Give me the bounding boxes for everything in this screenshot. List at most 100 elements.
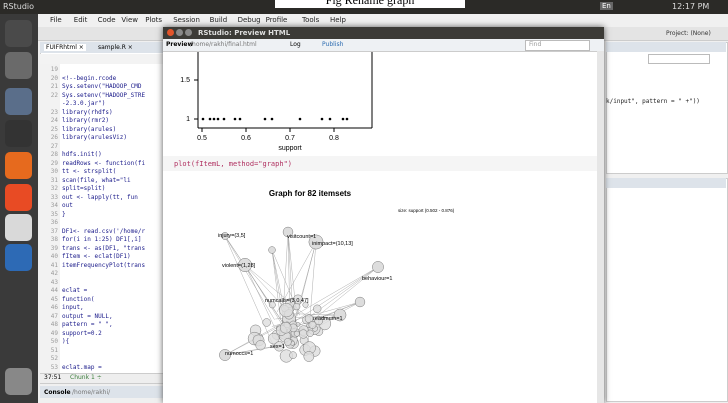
- plot-point: [209, 118, 212, 121]
- app-name: RStudio: [3, 2, 34, 11]
- code-line: DF1<- read.csv('/home/r: [62, 228, 145, 235]
- plot-point: [299, 118, 302, 121]
- menu-item[interactable]: Build: [210, 16, 228, 24]
- chunk[interactable]: Chunk 1 ÷: [70, 374, 102, 381]
- line-number: 41: [42, 262, 58, 269]
- node: [263, 319, 271, 327]
- line-number: 33: [42, 194, 58, 201]
- pane-tabs: [606, 178, 726, 188]
- line-number: 53: [42, 364, 58, 371]
- edge: [225, 236, 275, 320]
- plot-point: [223, 118, 226, 121]
- code-line: ){: [62, 338, 69, 345]
- menu-item[interactable]: View: [121, 16, 138, 24]
- project[interactable]: Project: (None): [666, 30, 711, 37]
- node: [372, 261, 383, 272]
- plot-point: [239, 118, 242, 121]
- node: [280, 322, 291, 333]
- menu-item[interactable]: Tools: [302, 16, 319, 24]
- line-number: 26: [42, 134, 58, 141]
- maximize-button[interactable]: [185, 29, 192, 36]
- menu-item[interactable]: Debug: [238, 16, 261, 24]
- line-number: 47: [42, 313, 58, 320]
- tab[interactable]: FUIFRhtml ×: [44, 44, 86, 51]
- menu-item[interactable]: Plots: [145, 16, 162, 24]
- line-number: 34: [42, 202, 58, 209]
- code-line: output = NULL,: [62, 313, 113, 320]
- launcher-icon[interactable]: [5, 214, 32, 241]
- scrollbar[interactable]: [597, 51, 604, 403]
- code-line: readRows <- function(fi: [62, 160, 145, 167]
- console-path: /home/rakhi/: [72, 389, 110, 396]
- plot-point: [202, 118, 205, 121]
- line-number: 39: [42, 245, 58, 252]
- minimize-button[interactable]: [176, 29, 183, 36]
- line-number: 20: [42, 75, 58, 82]
- code-line: for(i in 1:25) DF1[,i]: [62, 236, 141, 243]
- pane-tabs: [606, 42, 726, 52]
- node: [290, 352, 297, 359]
- line-number: 30: [42, 168, 58, 175]
- line-number: 29: [42, 160, 58, 167]
- line-number: 45: [42, 296, 58, 303]
- cursor-pos: 37:51: [44, 374, 61, 381]
- log-button[interactable]: Log: [290, 41, 301, 48]
- line-number: 35: [42, 211, 58, 218]
- code-line: library(arulesViz): [62, 134, 127, 141]
- line-number: 19: [42, 66, 58, 73]
- node: [294, 331, 299, 336]
- code-line: function(: [62, 296, 95, 303]
- y-tick-label: 1.5: [180, 77, 190, 84]
- code-line: support=0.2: [62, 330, 102, 337]
- x-tick-label: 0.5: [197, 135, 207, 142]
- node: [256, 340, 266, 350]
- close-button[interactable]: [167, 29, 174, 36]
- code-line: split=split): [62, 185, 105, 192]
- graph-legend: size: support (0.502 - 0.876): [398, 208, 455, 213]
- lang[interactable]: En: [600, 2, 613, 10]
- line-number: 25: [42, 126, 58, 133]
- menu-item[interactable]: Session: [173, 16, 200, 24]
- line-number: 49: [42, 330, 58, 337]
- publish-button[interactable]: Publish: [322, 41, 343, 48]
- plot-point: [342, 118, 345, 121]
- console-title[interactable]: Console: [44, 389, 71, 396]
- launcher-icon[interactable]: [5, 152, 32, 179]
- tab[interactable]: sample.R ×: [98, 44, 133, 51]
- menu-item[interactable]: Code: [98, 16, 116, 24]
- line-number: 46: [42, 304, 58, 311]
- menu-item[interactable]: Help: [330, 16, 346, 24]
- x-tick-label: 0.6: [241, 135, 251, 142]
- x-tick-label: 0.8: [329, 135, 339, 142]
- code-line: tt <- strsplit(: [62, 168, 116, 175]
- node: [309, 321, 316, 328]
- code-line: itemFrequencyPlot(trans: [62, 262, 145, 269]
- launcher-icon[interactable]: [5, 20, 32, 47]
- line-number: 42: [42, 270, 58, 277]
- menu-item[interactable]: Profile: [266, 16, 288, 24]
- menu-item[interactable]: Edit: [74, 16, 88, 24]
- x-axis-label: support: [278, 145, 301, 152]
- node-label: sex=1: [270, 344, 285, 350]
- code-line: input,: [62, 304, 84, 311]
- plot-point: [346, 118, 349, 121]
- launcher-icon[interactable]: [5, 120, 32, 147]
- launcher-icon[interactable]: [5, 52, 32, 79]
- launcher-icon[interactable]: [5, 184, 32, 211]
- code-line: trans <- as(DF1, "trans: [62, 245, 145, 252]
- code-line: library(rmr2): [62, 117, 109, 124]
- code-line: out: [62, 202, 73, 209]
- line-number: 23: [42, 109, 58, 116]
- clock[interactable]: 12:17 PM: [672, 2, 709, 11]
- code-line: fItem <- eclat(DF1): [62, 253, 131, 260]
- graph-title: Graph for 82 itemsets: [269, 189, 352, 198]
- launcher-icon[interactable]: [5, 244, 32, 271]
- edge: [245, 265, 275, 328]
- search-box[interactable]: [648, 54, 710, 64]
- menu-item[interactable]: File: [50, 16, 62, 24]
- line-number: 22: [42, 92, 58, 99]
- code-line: eclat.map =: [62, 364, 102, 371]
- launcher-icon[interactable]: [5, 368, 32, 395]
- launcher-icon[interactable]: [5, 88, 32, 115]
- find-box[interactable]: Find: [525, 40, 590, 51]
